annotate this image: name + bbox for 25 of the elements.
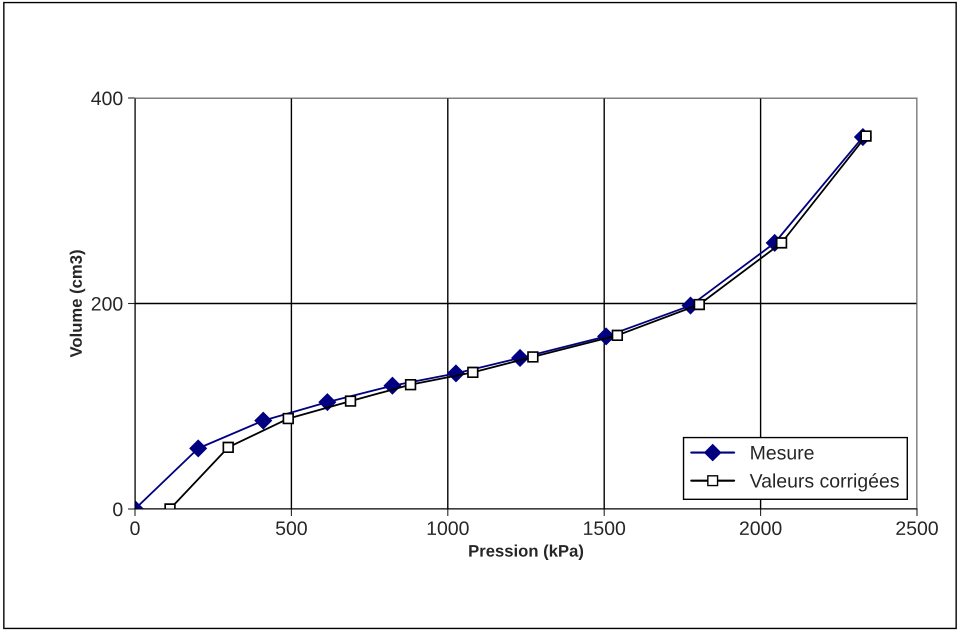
point — [776, 237, 788, 249]
y-tick-label: 400 — [91, 91, 122, 106]
point — [527, 351, 539, 363]
y-axis-title: Volume (cm3) — [70, 250, 86, 358]
point — [612, 330, 624, 342]
point — [344, 395, 356, 407]
x-tick-label: 0 — [130, 521, 140, 536]
legend-label: Mesure — [751, 446, 814, 460]
x-tick-label: 2000 — [740, 521, 782, 536]
x-tick-label: 1000 — [428, 521, 469, 536]
point — [318, 393, 336, 411]
point — [282, 412, 294, 424]
y-tick-label: 0 — [113, 502, 122, 516]
legend-label: Valeurs corrigées — [750, 473, 899, 492]
y-tick-label: 200 — [92, 296, 122, 311]
point — [694, 298, 705, 310]
point — [404, 378, 416, 390]
point — [254, 412, 272, 430]
point — [222, 442, 234, 454]
point — [467, 366, 479, 378]
x-tick-label: 1500 — [584, 521, 626, 536]
point — [189, 440, 207, 458]
x-axis-title: Pression (kPa) — [469, 544, 584, 560]
x-tick-label: 500 — [276, 521, 307, 536]
x-tick-label: 2500 — [896, 521, 938, 536]
